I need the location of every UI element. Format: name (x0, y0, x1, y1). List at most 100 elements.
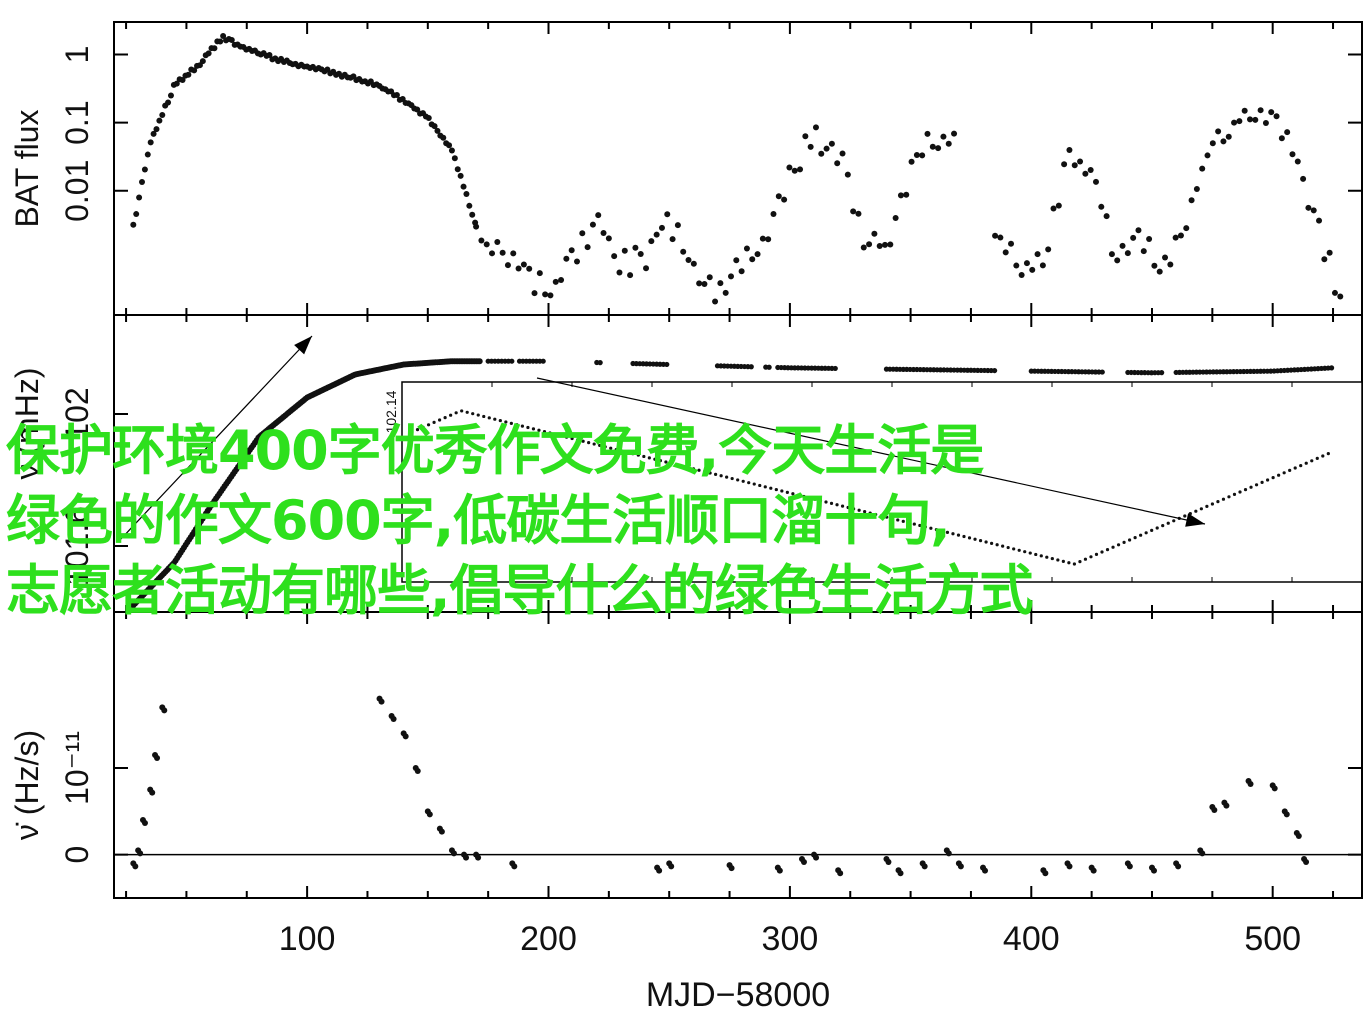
inset-point (454, 411, 458, 415)
inset-point (493, 417, 497, 421)
inset-point (1243, 488, 1248, 492)
inset-point (912, 522, 916, 526)
bat-point (1172, 234, 1179, 241)
bat-point (1135, 227, 1142, 234)
bat-point (749, 256, 756, 263)
bat-point (173, 80, 180, 87)
bat-point (876, 243, 883, 250)
inset-point (1050, 556, 1054, 561)
nudot-point (1211, 807, 1218, 813)
bat-point (1209, 140, 1216, 147)
inset-point (443, 416, 447, 420)
bat-point (664, 211, 671, 218)
inset-point (658, 459, 663, 463)
bat-point (1241, 107, 1248, 114)
inset-point (1028, 551, 1032, 555)
nudot-point (885, 859, 892, 865)
inset-point (1282, 471, 1286, 475)
bat-point (680, 248, 687, 255)
bat-point (696, 280, 703, 287)
bat-point (786, 164, 793, 171)
bat-point (520, 261, 527, 268)
bat-point (1316, 217, 1323, 224)
bat-point (717, 280, 724, 287)
bat-point (600, 229, 607, 236)
bat-point (542, 291, 549, 298)
bat-point (1289, 151, 1296, 158)
bat-point (1257, 107, 1264, 114)
bat-point (903, 191, 910, 198)
bat-point (1092, 178, 1099, 185)
y-axis-label-freq: ν (mHz) (9, 368, 45, 480)
nudot-point (402, 733, 409, 740)
bat-point (1050, 205, 1057, 212)
inset-point (747, 481, 751, 485)
bat-point (690, 260, 697, 267)
bat-point (1199, 165, 1206, 172)
bat-point (440, 134, 447, 141)
axis-text: 100 200 300 400 500 MJD−58000 0.01 0.1 1 BAT flux… (9, 46, 1301, 1014)
inset-point (852, 507, 856, 511)
inset-point (1067, 561, 1071, 565)
bat-point (1124, 250, 1131, 257)
nudot-point (438, 828, 445, 835)
inset-point (415, 428, 420, 432)
inset-point (625, 450, 629, 454)
nudot-point (1223, 802, 1230, 809)
nudot-point (1175, 863, 1182, 870)
inset-point (642, 454, 646, 459)
bat-point (935, 145, 942, 152)
y-tick-label: 10⁻¹¹ (59, 731, 95, 805)
bat-point (997, 234, 1004, 241)
inset-point (879, 514, 883, 518)
inset-point (1161, 524, 1165, 528)
nudot-point (463, 854, 470, 861)
bat-point (552, 278, 559, 285)
bat-point (1119, 242, 1126, 249)
nudot-point (813, 854, 820, 861)
bat-point (211, 45, 218, 52)
zoom-arrow-left-head (294, 336, 312, 355)
inset-point (1238, 490, 1242, 494)
inset-point (620, 449, 624, 453)
inset-point (1249, 485, 1253, 489)
inset-point (736, 478, 740, 482)
nudot-point (1126, 863, 1133, 870)
overlay-line-1: 保护环境400字优秀作文免费,今天生活是 (6, 419, 984, 482)
bat-point (136, 194, 143, 201)
nudot-point (378, 698, 385, 705)
inset-point (708, 471, 712, 475)
inset-point (1155, 526, 1159, 530)
plot-frames (113, 21, 1363, 899)
bat-point (1130, 234, 1137, 241)
inset-point (829, 501, 834, 505)
x-tick-label: 500 (1244, 920, 1301, 958)
bat-point (478, 237, 485, 244)
bat-point (191, 67, 198, 74)
bat-point (153, 126, 160, 133)
inset-point (1128, 538, 1132, 542)
bat-point (850, 208, 857, 215)
inset-point (421, 425, 425, 429)
bat-point (812, 124, 819, 131)
inset-point (774, 487, 778, 492)
inset-point (1150, 528, 1154, 533)
freq-point (1159, 370, 1165, 376)
inset-point (1199, 507, 1203, 511)
inset-point (813, 497, 817, 501)
inset-point (1023, 550, 1027, 554)
inset-point (509, 421, 513, 425)
bat-point (1034, 251, 1041, 258)
bat-point (738, 268, 745, 275)
bat-point (393, 91, 400, 98)
nudot-point (414, 768, 421, 774)
nudot-point (1090, 867, 1097, 874)
bat-point (431, 123, 438, 130)
y-tick-label: 1 (59, 46, 95, 64)
bat-point (1278, 135, 1285, 142)
bat-point (1018, 272, 1025, 279)
nudot-point (668, 863, 675, 870)
inset-point (603, 445, 607, 449)
bat-point (531, 290, 538, 297)
bat-point (510, 250, 517, 257)
